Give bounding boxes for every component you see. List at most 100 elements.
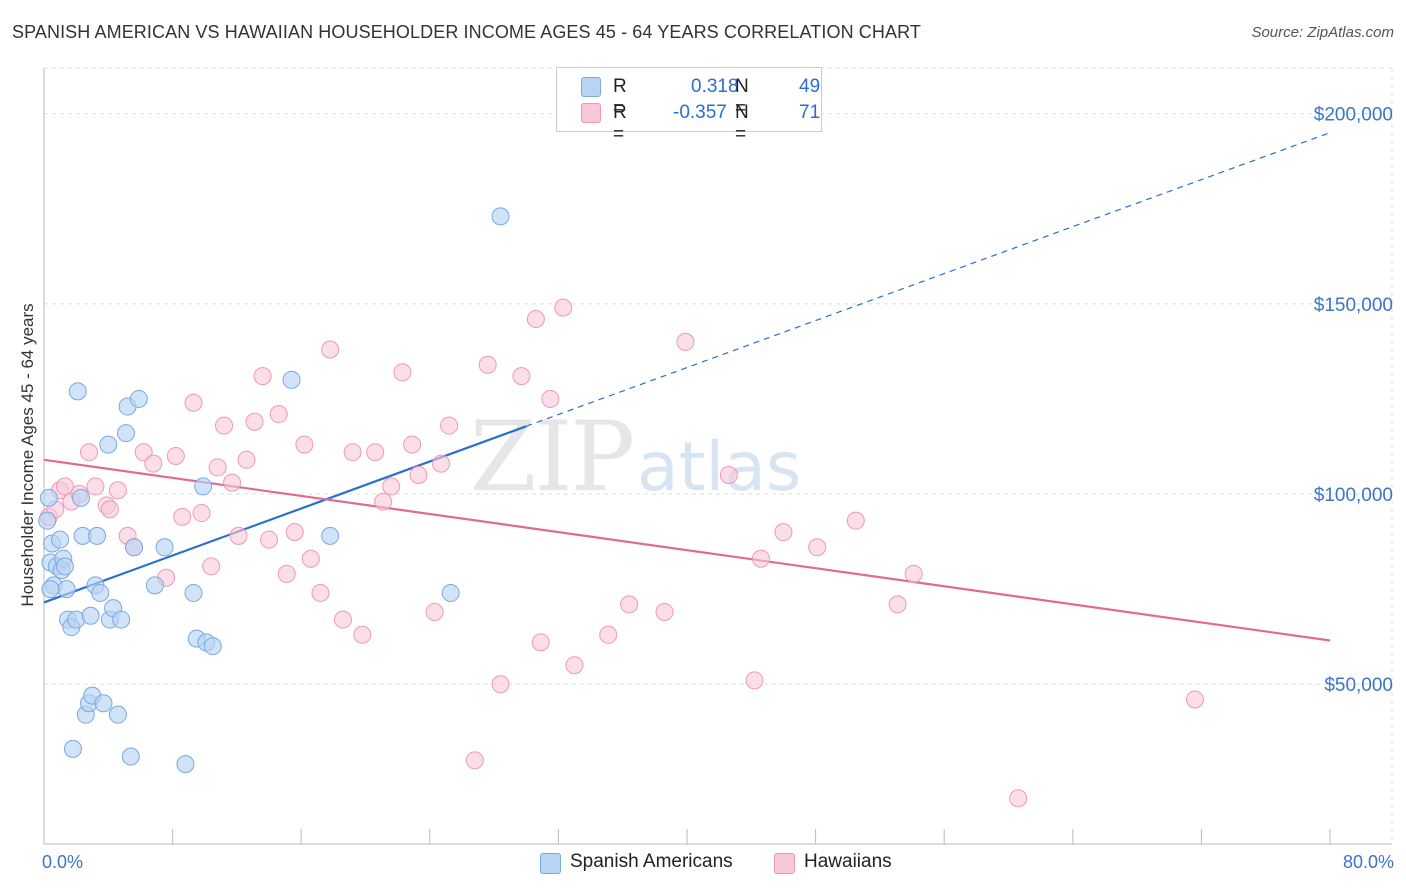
hawaiians-point-37 bbox=[343, 443, 362, 462]
legend-swatch-blue bbox=[540, 853, 561, 874]
hawaiians-point-6 bbox=[80, 443, 99, 462]
hawaiians-point-61 bbox=[719, 466, 738, 485]
hawaiians-point-44 bbox=[409, 466, 428, 485]
hawaiians-point-29 bbox=[269, 405, 288, 424]
watermark: ZIP atlas bbox=[470, 401, 802, 513]
legend-r-value: -0.357 bbox=[673, 102, 727, 123]
hawaiians-point-28 bbox=[260, 530, 279, 549]
hawaiians-point-51 bbox=[512, 367, 531, 386]
hawaiians-point-20 bbox=[202, 557, 221, 576]
legend-r-value: 0.318 bbox=[691, 76, 739, 97]
spanish-americans-point-45 bbox=[321, 526, 340, 545]
hawaiians-point-9 bbox=[100, 500, 119, 519]
hawaiians-point-14 bbox=[144, 454, 163, 473]
spanish-americans-point-0 bbox=[38, 511, 57, 530]
hawaiians-point-39 bbox=[366, 443, 385, 462]
spanish-americans-point-10 bbox=[57, 580, 76, 599]
y-tick-label-0: $50,000 bbox=[1324, 675, 1393, 696]
spanish-americans-point-38 bbox=[176, 755, 195, 774]
hawaiians-point-32 bbox=[295, 435, 314, 454]
y-tick-label-2: $150,000 bbox=[1314, 295, 1393, 316]
hawaiians-point-41 bbox=[382, 477, 401, 496]
hawaiians-point-49 bbox=[478, 355, 497, 374]
spanish-americans-point-35 bbox=[129, 389, 148, 408]
hawaiians-point-19 bbox=[192, 504, 211, 523]
hawaiians-point-56 bbox=[565, 656, 584, 675]
hawaiians-point-58 bbox=[620, 595, 639, 614]
hawaiians-point-24 bbox=[229, 526, 248, 545]
hawaiians-point-70 bbox=[1185, 690, 1204, 709]
spanish-americans-point-24 bbox=[91, 583, 110, 602]
spanish-americans-points bbox=[38, 207, 510, 774]
legend-n-value: 49 bbox=[799, 76, 821, 97]
hawaiians-point-47 bbox=[440, 416, 459, 435]
hawaiians-point-67 bbox=[888, 595, 907, 614]
hawaiians-point-69 bbox=[1009, 789, 1028, 808]
hawaiians-point-65 bbox=[808, 538, 827, 557]
spanish-americans-point-37 bbox=[155, 538, 174, 557]
legend-n-label: N = bbox=[735, 76, 749, 119]
spanish-americans-point-47 bbox=[491, 207, 510, 226]
spanish-americans-point-48 bbox=[41, 580, 60, 599]
y-tick-label-1: $100,000 bbox=[1314, 485, 1393, 506]
legend-r-label: R = bbox=[613, 76, 627, 119]
hawaiians-point-17 bbox=[173, 507, 192, 526]
hawaiians-point-34 bbox=[311, 583, 330, 602]
x-tick-label-min: 0.0% bbox=[42, 852, 84, 872]
trend-line-spanish-americans bbox=[43, 425, 527, 604]
hawaiians-point-68 bbox=[904, 564, 923, 583]
hawaiians-point-50 bbox=[491, 675, 510, 694]
spanish-americans-point-20 bbox=[81, 606, 100, 625]
axes bbox=[43, 68, 1392, 845]
hawaiians-point-7 bbox=[86, 477, 105, 496]
spanish-americans-point-26 bbox=[99, 435, 118, 454]
hawaiians-point-53 bbox=[531, 633, 550, 652]
spanish-americans-point-36 bbox=[145, 576, 164, 595]
hawaiians-point-25 bbox=[237, 450, 256, 469]
hawaiians-point-54 bbox=[541, 389, 560, 408]
hawaiians-point-33 bbox=[301, 549, 320, 568]
spanish-americans-point-30 bbox=[112, 610, 131, 629]
chart-title: SPANISH AMERICAN VS HAWAIIAN HOUSEHOLDER… bbox=[12, 22, 921, 42]
hawaiians-point-57 bbox=[599, 625, 618, 644]
hawaiians-point-18 bbox=[184, 393, 203, 412]
spanish-americans-point-39 bbox=[184, 583, 203, 602]
legend-label-hawaiians: Hawaiians bbox=[804, 851, 892, 872]
hawaiians-point-22 bbox=[215, 416, 234, 435]
correlation-legend: R = 0.318 N = 49 R = -0.357 N = 71 bbox=[556, 67, 822, 145]
hawaiians-point-10 bbox=[108, 481, 127, 500]
hawaiians-point-55 bbox=[554, 298, 573, 317]
hawaiians-point-64 bbox=[774, 523, 793, 542]
trend-line-hawaiians bbox=[43, 458, 1331, 642]
hawaiians-point-66 bbox=[846, 511, 865, 530]
watermark-atlas: atlas bbox=[637, 428, 801, 507]
legend-r-label: R = bbox=[613, 102, 627, 145]
spanish-americans-point-31 bbox=[116, 424, 135, 443]
source-label: Source: ZipAtlas.com bbox=[1251, 24, 1394, 41]
spanish-americans-point-29 bbox=[108, 705, 127, 724]
hawaiians-point-3 bbox=[55, 477, 74, 496]
legend-label-spanish-americans: Spanish Americans bbox=[570, 851, 733, 872]
hawaiians-point-62 bbox=[745, 671, 764, 690]
legend-swatch-pink bbox=[774, 853, 795, 874]
legend-swatch-blue bbox=[581, 77, 601, 97]
hawaiians-point-27 bbox=[253, 367, 272, 386]
hawaiians-point-26 bbox=[245, 412, 264, 431]
spanish-americans-point-15 bbox=[68, 382, 87, 401]
legend-n-value: 71 bbox=[799, 102, 821, 123]
spanish-americans-point-46 bbox=[441, 583, 460, 602]
spanish-americans-point-6 bbox=[51, 530, 70, 549]
spanish-americans-point-16 bbox=[71, 488, 90, 507]
hawaiians-point-60 bbox=[676, 332, 695, 351]
hawaiians-point-45 bbox=[425, 602, 444, 621]
spanish-americans-point-43 bbox=[203, 637, 222, 656]
hawaiians-point-52 bbox=[526, 310, 545, 329]
spanish-americans-point-23 bbox=[88, 526, 107, 545]
hawaiians-point-43 bbox=[403, 435, 422, 454]
spanish-americans-point-41 bbox=[194, 477, 213, 496]
trend-line-spanish-americans-projection bbox=[526, 132, 1331, 427]
trend-lines bbox=[43, 132, 1331, 642]
hawaiians-point-23 bbox=[223, 473, 242, 492]
hawaiians-point-35 bbox=[321, 340, 340, 359]
y-tick-label-3: $200,000 bbox=[1314, 105, 1393, 126]
